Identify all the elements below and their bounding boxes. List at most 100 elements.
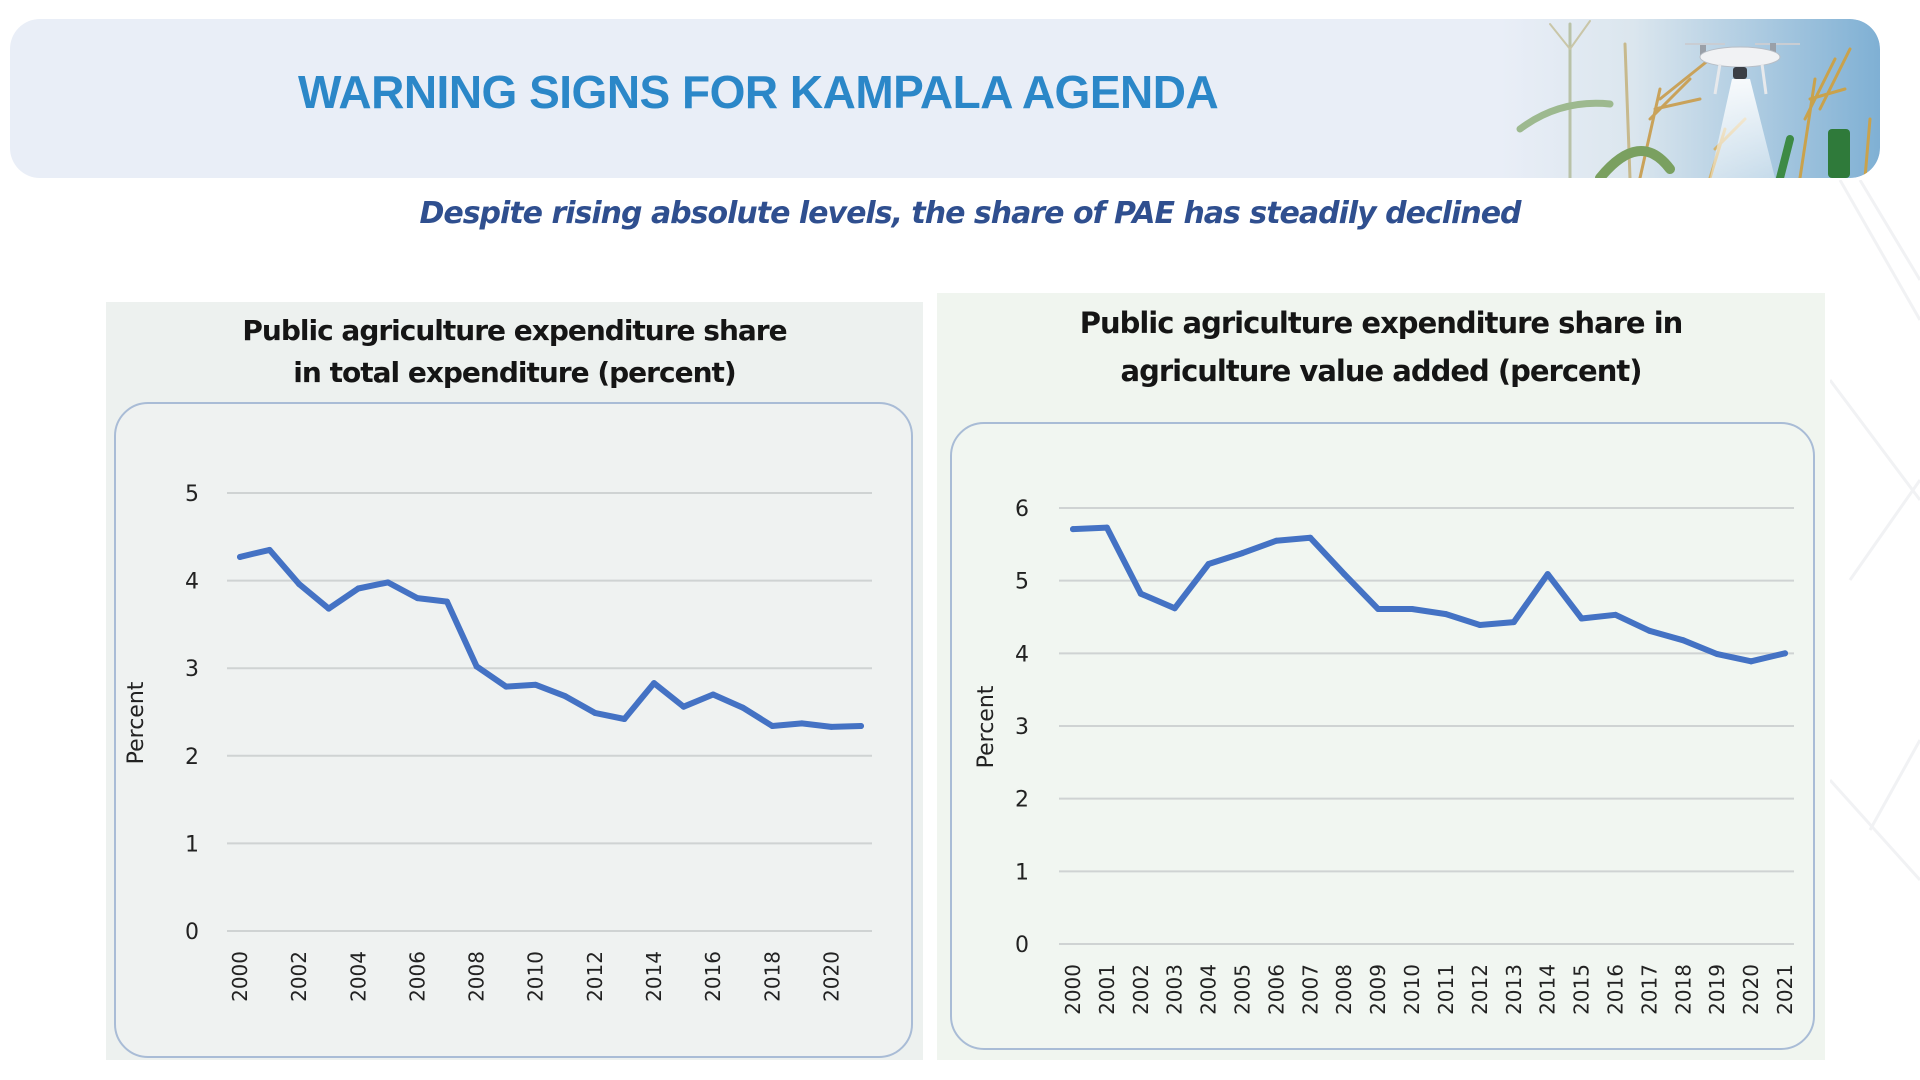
- x-tick-label: 2021: [1773, 964, 1797, 1015]
- x-tick-label: 2002: [287, 951, 311, 1002]
- x-tick-label: 2020: [1739, 964, 1763, 1015]
- series-line: [237, 546, 864, 730]
- data-point-2002: [1137, 590, 1144, 597]
- data-point-2014: [651, 680, 657, 687]
- data-point-2003: [325, 605, 332, 612]
- x-tick-label: 2018: [760, 951, 784, 1002]
- y-tick-label: 4: [185, 570, 199, 595]
- x-tick-label: 2016: [1603, 964, 1627, 1015]
- x-tick-label: 2008: [465, 951, 489, 1002]
- chart-title-line-2: agriculture value added (percent): [1120, 354, 1643, 388]
- data-point-2015: [680, 703, 687, 710]
- data-point-2012: [591, 709, 598, 716]
- x-tick-label: 2008: [1332, 964, 1356, 1015]
- x-tick-label: 2001: [1095, 964, 1119, 1015]
- data-point-2009: [1375, 606, 1382, 613]
- data-point-2007: [444, 598, 450, 605]
- data-point-2001: [266, 546, 273, 553]
- data-point-2014: [1544, 571, 1551, 578]
- drone-over-maize-image: [1500, 19, 1880, 178]
- chart-title-value-added: Public agriculture expenditure share in …: [937, 299, 1825, 395]
- x-tick-label: 2005: [1231, 964, 1255, 1015]
- y-tick-label: 0: [185, 920, 199, 945]
- decorative-lines: [1830, 180, 1920, 882]
- x-tick-label: 2006: [1264, 964, 1288, 1015]
- data-point-2020: [828, 723, 835, 730]
- series-line: [1070, 524, 1788, 665]
- data-point-2000: [1070, 526, 1076, 533]
- x-tick-label: 2004: [1197, 964, 1221, 1015]
- chart-title-line-1: Public agriculture expenditure share in: [1079, 306, 1684, 340]
- data-point-2004: [355, 585, 362, 592]
- y-tick-label: 0: [1015, 933, 1029, 958]
- x-tick-label: 2003: [1163, 964, 1187, 1015]
- data-point-2021: [858, 723, 864, 730]
- data-point-2010: [1409, 606, 1416, 613]
- data-point-2013: [1510, 619, 1517, 626]
- y-tick-label: 2: [185, 745, 199, 770]
- x-tick-label: 2006: [405, 951, 429, 1002]
- y-tick-label: 5: [185, 482, 199, 507]
- chart-title-total-expenditure: Public agriculture expenditure share in …: [106, 310, 923, 394]
- data-point-2008: [473, 663, 480, 670]
- x-tick-label: 2009: [1366, 964, 1390, 1015]
- data-point-2020: [1748, 658, 1755, 665]
- data-point-2000: [237, 553, 243, 560]
- chart-panel-value-added: Public agriculture expenditure share in …: [937, 293, 1825, 1060]
- x-tick-label: 2014: [1536, 964, 1560, 1015]
- y-tick-label: 6: [1015, 497, 1029, 522]
- y-axis-label: Percent: [124, 681, 149, 764]
- x-tick-label: 2019: [1705, 964, 1729, 1015]
- data-point-2018: [769, 723, 776, 730]
- data-point-2008: [1341, 571, 1348, 578]
- data-point-2006: [414, 595, 421, 602]
- data-point-2016: [1612, 611, 1619, 618]
- data-point-2013: [621, 716, 628, 723]
- x-tick-label: 2016: [701, 951, 725, 1002]
- x-tick-label: 2012: [1468, 964, 1492, 1015]
- slide-title: WARNING SIGNS FOR KAMPALA AGENDA: [298, 66, 1219, 118]
- data-point-2007: [1307, 534, 1314, 541]
- data-point-2004: [1205, 560, 1212, 567]
- camera-beam: [1710, 79, 1775, 178]
- x-tick-label: 2011: [1434, 964, 1458, 1015]
- chart-total-expenditure: 0 1 2 3 4 5 Percent 2000 2002 2004 2006 2008 2010 201…: [124, 482, 872, 1002]
- x-tick-label: 2007: [1298, 964, 1322, 1015]
- header-band: WARNING SIGNS FOR KAMPALA AGENDA: [10, 19, 1880, 178]
- data-point-2019: [1714, 651, 1721, 658]
- y-tick-label: 3: [1015, 715, 1029, 740]
- data-point-2005: [384, 579, 391, 586]
- data-point-2015: [1578, 615, 1585, 622]
- data-point-2018: [1680, 637, 1687, 644]
- data-point-2001: [1103, 524, 1110, 531]
- data-point-2011: [562, 693, 569, 700]
- x-tick-label: 2014: [642, 951, 666, 1002]
- x-tick-label: 2017: [1637, 964, 1661, 1015]
- chart-title-line-1: Public agriculture expenditure share: [242, 314, 787, 347]
- x-tick-label: 2010: [1400, 964, 1424, 1015]
- x-tick-label: 2004: [346, 951, 370, 1002]
- data-point-2002: [296, 581, 303, 588]
- data-point-2016: [710, 691, 717, 698]
- x-tick-label: 2002: [1129, 964, 1153, 1015]
- data-point-2009: [503, 683, 510, 690]
- header-photo: [1500, 19, 1880, 178]
- data-point-2003: [1171, 605, 1178, 612]
- y-tick-label: 2: [1015, 788, 1029, 813]
- slide-subtitle: Despite rising absolute levels, the shar…: [419, 196, 1521, 231]
- x-tick-label: 2018: [1671, 964, 1695, 1015]
- data-point-2012: [1476, 621, 1483, 628]
- x-tick-label: 2013: [1502, 964, 1526, 1015]
- y-tick-label: 5: [1015, 570, 1029, 595]
- x-tick-label: 2010: [524, 951, 548, 1002]
- y-tick-label: 3: [185, 657, 199, 682]
- data-point-2017: [739, 704, 746, 711]
- data-point-2010: [532, 681, 539, 688]
- y-axis-label: Percent: [974, 685, 999, 768]
- y-tick-label: 4: [1015, 642, 1029, 667]
- data-point-2017: [1646, 627, 1653, 634]
- y-tick-label: 1: [185, 832, 199, 857]
- data-point-2006: [1273, 537, 1280, 544]
- data-point-2019: [798, 720, 805, 727]
